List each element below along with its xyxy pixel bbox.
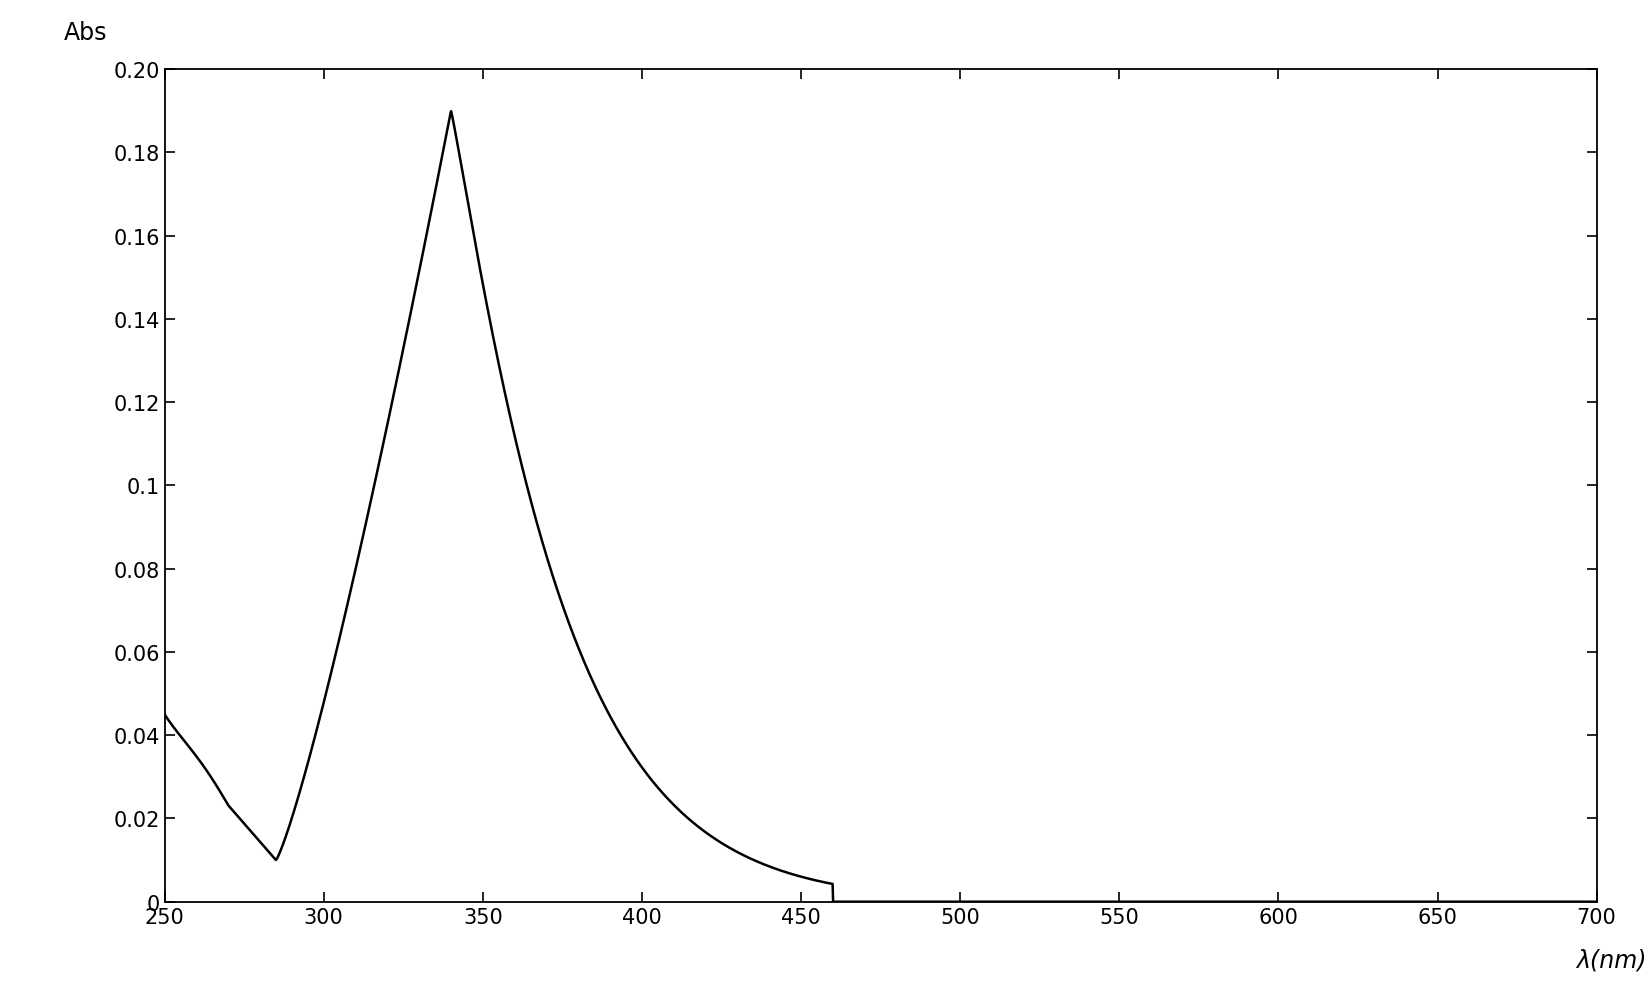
- Y-axis label: Abs: Abs: [64, 21, 107, 45]
- X-axis label: λ(nm): λ(nm): [1575, 948, 1646, 972]
